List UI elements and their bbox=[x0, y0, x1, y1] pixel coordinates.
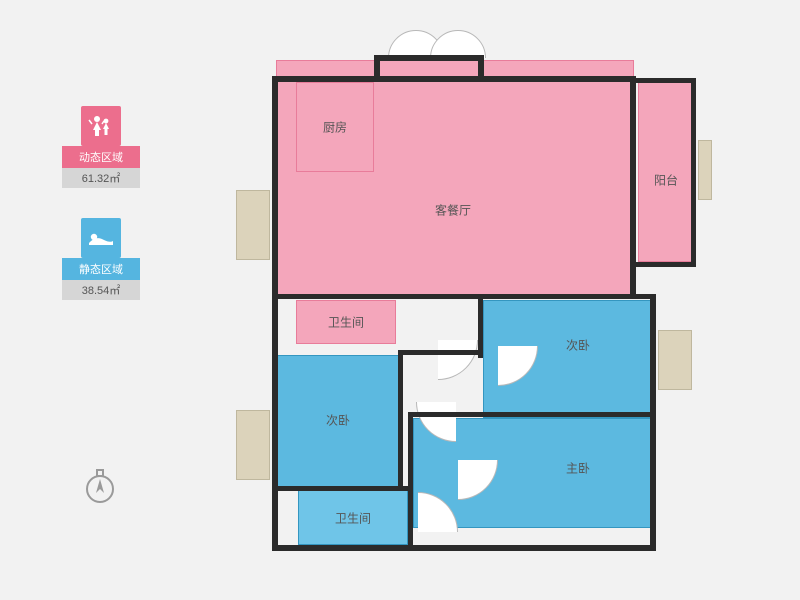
wall-segment bbox=[634, 262, 696, 267]
legend-static: 静态区域 38.54㎡ bbox=[62, 218, 140, 300]
room-label-bath1: 卫生间 bbox=[328, 314, 364, 331]
room-label-bed2b: 次卧 bbox=[326, 412, 350, 429]
wall-segment bbox=[478, 55, 484, 81]
wall-segment bbox=[374, 55, 484, 61]
room-label-master: 主卧 bbox=[566, 460, 590, 477]
wall-segment bbox=[272, 545, 656, 551]
legend-static-title: 静态区域 bbox=[62, 258, 140, 280]
room-label-kitchen: 厨房 bbox=[323, 119, 347, 136]
window-ledge bbox=[236, 190, 270, 260]
wall-segment bbox=[398, 350, 403, 490]
wall-segment bbox=[272, 76, 634, 82]
wall-segment bbox=[691, 78, 696, 266]
wall-segment bbox=[634, 78, 696, 83]
sleeper-icon bbox=[81, 218, 121, 258]
wall-segment bbox=[408, 412, 413, 550]
wall-segment bbox=[408, 412, 656, 417]
wall-segment bbox=[650, 295, 656, 551]
wall-segment bbox=[398, 350, 483, 355]
legend-dynamic-title: 动态区域 bbox=[62, 146, 140, 168]
legend-dynamic: 动态区域 61.32㎡ bbox=[62, 106, 140, 188]
window-ledge bbox=[236, 410, 270, 480]
window-ledge bbox=[658, 330, 692, 390]
floorplan: 厨房客餐厅阳台卫生间次卧次卧主卧卫生间 bbox=[258, 40, 718, 565]
wall-segment bbox=[478, 294, 483, 358]
legend-static-value: 38.54㎡ bbox=[62, 280, 140, 300]
wall-segment bbox=[272, 486, 412, 491]
compass-icon bbox=[82, 467, 118, 512]
wall-segment bbox=[272, 294, 482, 299]
window-ledge bbox=[698, 140, 712, 200]
people-icon bbox=[81, 106, 121, 146]
legend: 动态区域 61.32㎡ 静态区域 38.54㎡ bbox=[62, 106, 140, 330]
room-label-bed2a: 次卧 bbox=[566, 337, 590, 354]
wall-segment bbox=[478, 294, 656, 299]
room-label-living: 客餐厅 bbox=[435, 202, 471, 219]
door-swing bbox=[398, 300, 478, 380]
wall-segment bbox=[272, 76, 278, 551]
legend-dynamic-value: 61.32㎡ bbox=[62, 168, 140, 188]
room-label-bath2: 卫生间 bbox=[335, 510, 371, 527]
room-label-balcony: 阳台 bbox=[654, 172, 678, 189]
